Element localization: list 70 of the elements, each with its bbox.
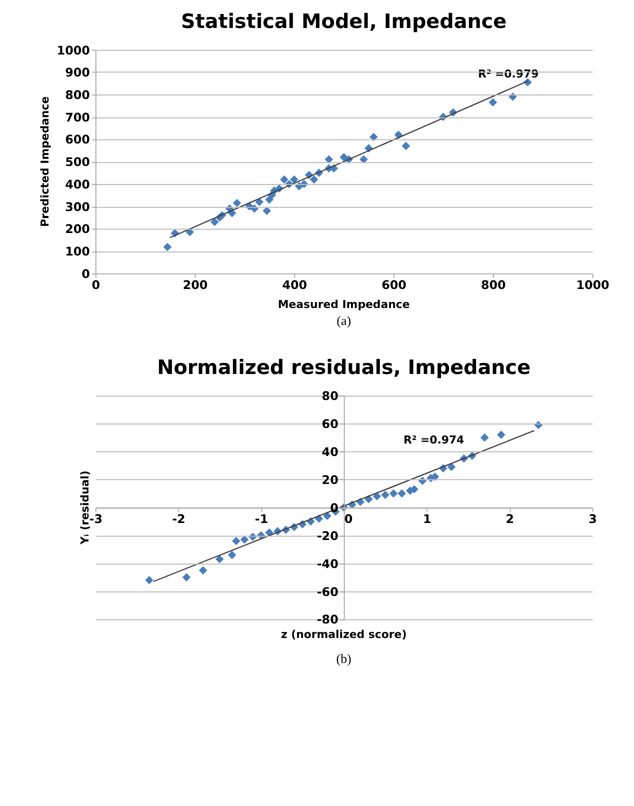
x-axis-title: Measured Impedance [278,298,410,312]
y-tick-label: 40 [322,445,338,460]
point [232,198,242,208]
chart-title: Normalized residuals, Impedance [157,356,531,379]
point [324,155,334,164]
point [280,175,288,184]
x-tick-label: 0 [92,278,100,292]
y-tick-label: 300 [65,200,90,214]
y-tick-label: 600 [65,132,90,147]
y-tick-label: 200 [65,222,90,236]
y-tick-label: -80 [316,612,338,627]
x-tick-label: 800 [480,278,506,292]
annotation: R² =0.974 [403,433,465,446]
point [182,573,191,582]
point [163,242,172,252]
x-tick-label: -2 [172,512,186,526]
point [290,175,298,184]
y-axis-title: Predicted Impedance [38,96,52,227]
point [488,98,498,107]
point [381,490,390,500]
y-tick-label: 60 [322,417,338,432]
point [508,92,517,101]
text: (b) [336,650,352,666]
point [145,576,154,584]
y-tick-label: -40 [316,556,338,571]
point [240,535,249,544]
point [215,554,224,564]
x-tick-label: 400 [282,278,308,292]
point [360,155,368,164]
point [369,132,378,142]
x-tick-label: 1 [422,512,432,526]
y-tick-label: -60 [316,584,338,599]
y-tick-label: 400 [65,177,90,192]
point [323,512,332,520]
point [497,430,506,439]
y-tick-label: 80 [322,389,338,404]
point [210,218,219,226]
x-tick-label: 3 [588,512,597,526]
text: (a) [336,313,351,328]
point [402,142,410,150]
point [480,433,489,442]
y-tick-label: 20 [322,472,338,487]
point [198,566,208,574]
point [228,550,236,560]
x-tick-label: -1 [254,512,268,526]
y-tick-label: -20 [316,528,338,543]
point [310,175,318,184]
x-tick-label: -3 [89,512,103,526]
point [262,206,271,215]
y-tick-label: 1000 [56,43,90,58]
x-tick-label: 2 [506,512,514,526]
point [340,152,348,162]
x-tick-label: 1000 [576,278,610,292]
y-axis-title: Yᵢ (residual) [78,470,92,546]
x-tick-label: 600 [382,278,406,292]
y-tick-label: 500 [65,155,90,170]
y-tick-label: 700 [65,110,90,124]
x-tick-label: 200 [182,278,208,292]
y-tick-label: 800 [65,88,90,102]
point [232,536,240,546]
x-axis-title: z (normalized score) [280,628,407,642]
point [389,489,398,498]
point [255,198,264,206]
y-tick-label: 900 [65,66,90,80]
point [398,489,406,498]
x-tick-label: 0 [344,512,353,526]
y-tick-label: 0 [82,266,90,281]
point [447,462,456,472]
y-tick-label: 100 [65,244,90,259]
chart-title: Statistical Model, Impedance [181,10,507,33]
